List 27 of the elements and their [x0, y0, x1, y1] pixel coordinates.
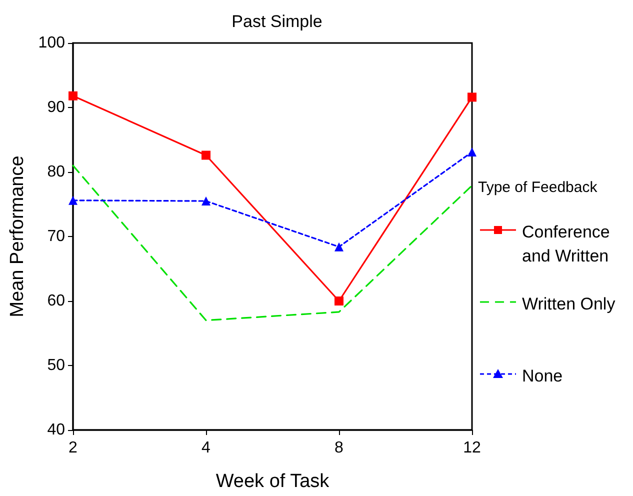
y-tick-label: 90 [47, 99, 66, 116]
y-tick-label: 60 [47, 292, 66, 310]
x-tick-label: 4 [202, 440, 211, 456]
y-tick-label: 100 [38, 34, 66, 52]
legend-label: None [522, 366, 563, 386]
y-tick-label: 40 [47, 422, 66, 438]
y-tick-label: 80 [47, 164, 66, 180]
x-tick-label: 12 [463, 440, 481, 456]
point [68, 196, 78, 205]
y-tick-label: 70 [47, 228, 66, 245]
point [68, 91, 78, 100]
y-axis-title: Mean Performance [7, 156, 28, 318]
point [334, 296, 344, 306]
legend-label: Written Only [522, 294, 616, 314]
point [334, 242, 344, 252]
legend-title: Type of Feedback [478, 179, 598, 196]
chart-title: Past Simple [232, 12, 322, 31]
y-tick-label: 50 [47, 357, 66, 374]
x-tick-label: 2 [68, 440, 78, 456]
line-series [72, 164, 473, 322]
point [468, 148, 476, 157]
point [202, 150, 210, 160]
x-axis-title: Week of Task [216, 471, 330, 492]
point [468, 92, 476, 102]
legend-label: Conference and Written [522, 222, 615, 266]
point [202, 196, 210, 206]
x-tick-label: 8 [334, 440, 344, 456]
